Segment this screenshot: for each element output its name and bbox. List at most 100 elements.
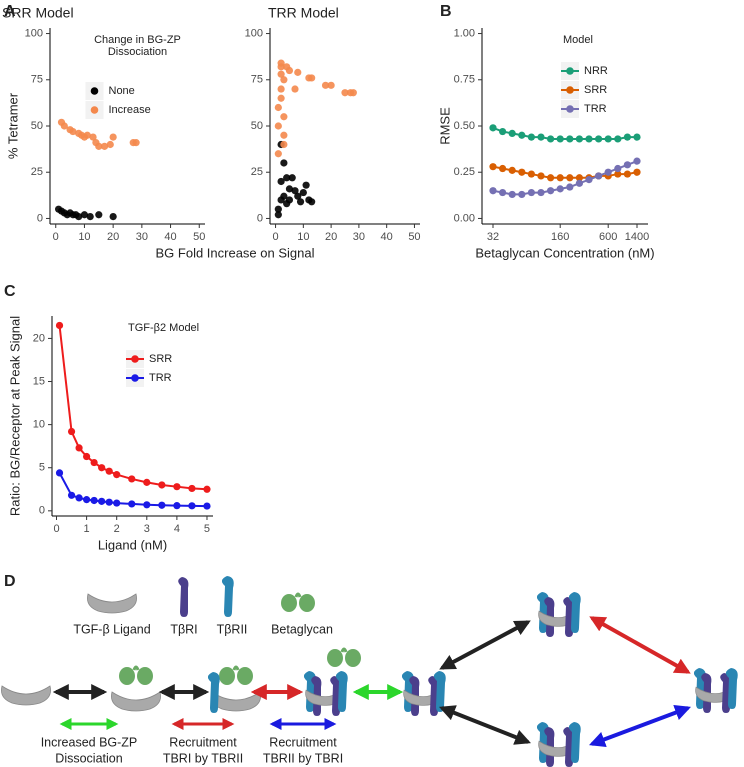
key-label: Recruitment: [169, 735, 237, 749]
scatter-point: [285, 196, 294, 204]
line-point: [518, 190, 526, 199]
y-tick-label: 100: [245, 27, 263, 39]
scatter-point: [60, 122, 68, 130]
complex: [304, 671, 348, 716]
line-point: [518, 168, 526, 176]
complex: [402, 671, 446, 716]
scatter-point: [280, 113, 288, 121]
scatter-point: [327, 81, 335, 89]
y-tick-label: 15: [33, 375, 45, 387]
arrow: [589, 616, 691, 674]
legend-title: Dissociation: [108, 46, 167, 58]
line-point: [83, 496, 91, 504]
scatter-point: [83, 131, 91, 139]
x-tick-label: 40: [164, 231, 176, 243]
scatter-point: [294, 68, 302, 76]
x-tick-label: 20: [325, 231, 337, 243]
tbrii: [207, 672, 220, 713]
ligand: [211, 691, 261, 712]
y-tick-label: 75: [251, 74, 263, 86]
line-point: [203, 502, 211, 510]
x-tick-label: 4: [174, 523, 180, 535]
line-point: [614, 164, 622, 173]
scatter-point: [95, 211, 103, 219]
line-point: [633, 168, 641, 176]
chart-title: SRR Model: [2, 5, 74, 21]
legend-marker: [131, 374, 139, 382]
legend-title: Change in BG-ZP: [94, 34, 181, 46]
legend-marker: [131, 355, 139, 363]
tbrii-icon: [221, 576, 234, 617]
y-tick-label: 0: [39, 505, 45, 517]
scatter-point: [308, 198, 316, 206]
complex: [537, 722, 581, 767]
line-point: [556, 135, 564, 143]
ligand-icon: [87, 593, 137, 614]
x-tick-label: 30: [136, 231, 148, 243]
diagram: D TGF-β Ligand TβRI TβRII Betaglycan Inc…: [1, 573, 737, 767]
scatter-point: [302, 181, 310, 189]
scatter-point: [274, 103, 282, 112]
line-point: [499, 164, 507, 173]
complex: [537, 592, 581, 637]
x-tick-label: 40: [381, 231, 393, 243]
line-point: [623, 161, 632, 169]
line-point: [75, 444, 83, 452]
line-point: [499, 127, 507, 136]
line-point: [128, 475, 136, 483]
line-point: [105, 498, 113, 506]
y-tick-label: 1.00: [454, 27, 475, 39]
scatter-point: [274, 205, 282, 213]
tbri-icon: [178, 577, 189, 617]
scatter-point: [69, 127, 77, 136]
scatter-point: [89, 133, 97, 141]
line-point: [113, 471, 121, 479]
line-point: [489, 187, 497, 195]
line-point: [188, 484, 196, 493]
line-point: [90, 496, 98, 505]
scatter-point: [288, 174, 296, 182]
y-tick-label: 0.25: [454, 166, 475, 178]
line-point: [489, 124, 497, 132]
line-point: [143, 478, 151, 486]
arrow: [439, 620, 531, 670]
scatter-point: [291, 85, 299, 93]
y-tick-label: 100: [25, 27, 43, 39]
x-tick-label: 10: [78, 231, 90, 243]
scatter-point: [280, 140, 288, 149]
line-point: [98, 464, 106, 472]
line-point: [75, 494, 83, 502]
x-tick-label: 1400: [625, 231, 649, 243]
line-point: [575, 174, 584, 182]
line-point: [614, 135, 622, 143]
scatter-point: [280, 76, 288, 84]
y-tick-label: 10: [33, 419, 45, 431]
betaglycan-icon: [279, 592, 317, 614]
scatter-point: [80, 211, 89, 219]
x-axis-label: BG Fold Increase on Signal: [156, 245, 315, 260]
scatter-point: [280, 159, 288, 167]
x-tick-label: 0: [53, 231, 59, 243]
line-point: [623, 170, 632, 178]
key-label: Dissociation: [55, 751, 122, 765]
line-point: [585, 135, 593, 143]
key-label: TBRII by TBRI: [263, 751, 343, 765]
ligand: [111, 691, 161, 712]
line-point: [527, 170, 536, 178]
legend-label: None: [109, 85, 135, 97]
line-point: [188, 502, 196, 510]
scatter-point: [100, 142, 109, 150]
line-point: [98, 497, 106, 505]
scatter-point: [274, 150, 282, 158]
x-tick-label: 50: [193, 231, 205, 243]
line-point: [604, 168, 612, 176]
x-axis-label: Betaglycan Concentration (nM): [475, 245, 654, 260]
y-tick-label: 0.50: [454, 120, 475, 132]
scatter-point: [308, 74, 316, 82]
scatter-point: [95, 142, 103, 150]
y-tick-label: 5: [39, 462, 45, 474]
line-point: [585, 176, 593, 184]
y-tick-label: 20: [33, 332, 45, 344]
line-point: [575, 179, 584, 187]
line-point: [105, 467, 113, 475]
